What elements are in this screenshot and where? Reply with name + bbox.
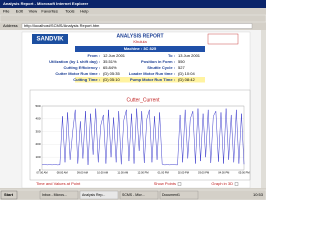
x-tick-label: 12:00 PM <box>137 171 148 175</box>
summary-value: 527 <box>178 65 185 70</box>
summary-label: Cutting Efficiency : <box>64 65 100 70</box>
start-label: Start <box>4 192 14 197</box>
summary-label: Cutter Motor Run time : <box>55 71 100 76</box>
address-url[interactable]: http://localhost/SCMS/Analysis Report.ht… <box>24 23 100 28</box>
y-tick-label: 100 <box>35 155 40 159</box>
x-tick-label: 03:00 PM <box>198 171 209 175</box>
y-tick-label: 300 <box>35 129 40 133</box>
summary-label: Utilization (by 1 shift day) : <box>49 59 100 64</box>
task-button[interactable] <box>159 190 199 200</box>
summary-value: (D) 08:42 <box>178 77 195 82</box>
logo: SANDVIK <box>36 37 64 43</box>
y-tick-label: 200 <box>35 142 40 146</box>
address-label: Address <box>3 23 18 28</box>
title-bar <box>0 0 266 8</box>
menu-item[interactable]: Edit <box>16 9 24 14</box>
summary-label: Shuttle Cycle : <box>147 65 175 70</box>
task-button[interactable] <box>119 190 159 200</box>
task-button[interactable] <box>79 190 119 200</box>
machine-bar <box>75 46 205 52</box>
x-tick-label: 10:00 AM <box>97 171 108 175</box>
highlight-row <box>75 77 205 83</box>
x-tick-label: 04:00 PM <box>218 171 229 175</box>
summary-value: (D) 05:35 <box>103 71 120 76</box>
show-points-label: Show Points <box>154 181 176 186</box>
summary-value: 65.84% <box>103 65 117 70</box>
summary-value: 35.51% <box>103 59 117 64</box>
right-logo <box>207 33 239 45</box>
summary-label: Pump Motor Run Time : <box>130 77 175 82</box>
summary-value: 550 <box>178 59 185 64</box>
task-button[interactable] <box>39 190 79 200</box>
summary-label: Position in Form : <box>141 59 175 64</box>
menu-item[interactable]: Tools <box>65 9 74 14</box>
y-tick-label: 500 <box>35 104 40 108</box>
menu-item[interactable]: View <box>29 9 38 14</box>
graph-3d-label: Graph in 3D <box>211 181 233 186</box>
show-points-checkbox[interactable] <box>177 182 182 186</box>
menu-item[interactable]: File <box>3 9 10 14</box>
summary-label: To : <box>168 53 175 58</box>
window-title: Analysis Report - Microsoft Internet Exp… <box>3 1 89 6</box>
screen: Analysis Report - Microsoft Internet Exp… <box>0 0 266 200</box>
start-button[interactable] <box>0 190 18 200</box>
x-tick-label: 08:00 AM <box>57 171 68 175</box>
task-label: Inbox - Micros... <box>42 193 67 197</box>
report-subtitle: Khulula <box>133 39 147 44</box>
summary-value: (D) 10:04 <box>178 71 195 76</box>
summary-value: (D) 05:10 <box>103 77 120 82</box>
plot-area <box>41 105 245 171</box>
toolbar <box>0 14 266 23</box>
logo-box <box>32 34 68 44</box>
scrollbar[interactable] <box>261 30 266 188</box>
graph-3d-checkbox[interactable] <box>234 182 239 186</box>
x-tick-label: 07:00 AM <box>37 171 48 175</box>
task-label: Document1 <box>162 193 180 197</box>
summary-value: 13 Jun 2001 <box>178 53 201 58</box>
summary-label: Cutting Time : <box>73 77 100 82</box>
menu-item[interactable]: Help <box>80 9 89 14</box>
x-tick-label: 11:00 AM <box>117 171 128 175</box>
clock: 10:53 <box>253 192 264 197</box>
summary-value: 12 Jun 2001 <box>103 53 126 58</box>
address-box[interactable] <box>21 23 253 29</box>
task-label: SCMS - Micr... <box>122 193 145 197</box>
footer-label: Time and Values at Point <box>36 181 81 186</box>
x-tick-label: 05:00 PM <box>238 171 249 175</box>
y-tick-label: 0 <box>39 168 41 172</box>
summary-label: From : <box>88 53 100 58</box>
x-tick-label: 09:00 AM <box>77 171 88 175</box>
chart-title: Cutter_Current <box>126 97 160 103</box>
report-title: ANALYSIS REPORT <box>116 33 163 39</box>
x-tick-label: 01:00 PM <box>158 171 169 175</box>
menu-item[interactable]: Favorites <box>41 9 57 14</box>
y-tick-label: 400 <box>35 117 40 121</box>
summary-label: Loader Motor Run time : <box>129 71 175 76</box>
task-label: Analysis Rep... <box>82 193 105 197</box>
data-line <box>41 108 245 166</box>
machine: Machine : 3C 825 <box>124 46 157 51</box>
x-tick-label: 02:00 PM <box>178 171 189 175</box>
